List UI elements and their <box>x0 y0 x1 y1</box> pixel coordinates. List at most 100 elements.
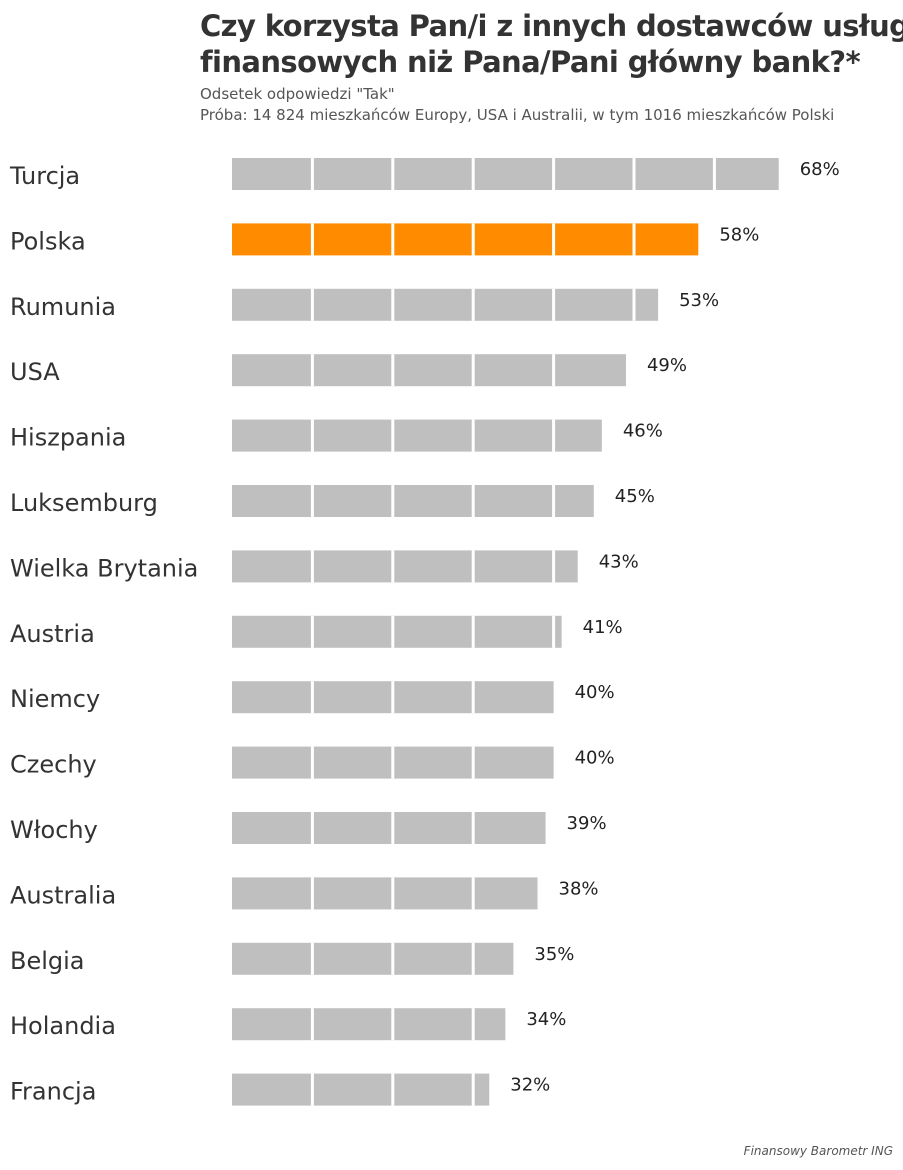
value-label: 45% <box>615 486 655 507</box>
bar-rect <box>232 1008 506 1041</box>
bar-segment-gap <box>471 1073 475 1106</box>
chart-title: Czy korzysta Pan/i z innych dostawców us… <box>200 8 903 80</box>
bar-segment-gap <box>552 550 556 583</box>
bar-segment-gap <box>391 1008 395 1041</box>
bar-segment-gap <box>552 354 556 387</box>
category-label: Rumunia <box>10 293 116 321</box>
category-label: Francja <box>10 1078 96 1106</box>
bar-segment-gap <box>391 942 395 975</box>
bar-13: Belgia 35% <box>10 942 574 975</box>
bar-3: Rumunia 53% <box>10 288 719 321</box>
category-label: Hiszpania <box>10 424 126 452</box>
bar-rect <box>232 615 562 648</box>
bar-14: Holandia 34% <box>10 1008 566 1041</box>
bar-segment-gap <box>471 681 475 714</box>
category-label: Turcja <box>9 162 80 190</box>
bar-15: Francja 32% <box>10 1073 550 1106</box>
bar-segment-gap <box>391 877 395 910</box>
bar-rect <box>232 812 546 844</box>
bar-segment-gap <box>310 877 314 910</box>
value-label: 53% <box>679 290 719 311</box>
bar-segment-gap <box>471 158 475 190</box>
bar-9: Niemcy 40% <box>10 681 615 714</box>
category-label: Australia <box>10 881 116 909</box>
bar-segment-gap <box>391 485 395 517</box>
bar-10: Czechy 40% <box>10 746 615 779</box>
bar-11: Włochy 39% <box>10 812 607 844</box>
bar-4: USA 49% <box>10 354 687 387</box>
bar-segment-gap <box>310 419 314 452</box>
value-label: 40% <box>575 682 615 703</box>
category-label: Austria <box>10 620 95 648</box>
bar-rect <box>232 158 779 190</box>
bar-segment-gap <box>552 615 556 648</box>
bar-segment-gap <box>391 288 395 321</box>
chart-subtitle-line-2: Próba: 14 824 mieszkańców Europy, USA i … <box>200 106 835 124</box>
category-label: Włochy <box>10 816 98 844</box>
bar-segment-gap <box>391 681 395 714</box>
bar-segment-gap <box>391 1073 395 1106</box>
category-label: Czechy <box>10 751 97 779</box>
bar-5: Hiszpania 46% <box>10 419 663 452</box>
bar-segment-gap <box>310 681 314 714</box>
bar-segment-gap <box>391 615 395 648</box>
source-note: Finansowy Barometr ING <box>743 1144 893 1158</box>
bar-segment-gap <box>471 288 475 321</box>
bar-rect <box>232 1073 490 1106</box>
category-label: Niemcy <box>10 685 100 713</box>
bar-segment-gap <box>310 158 314 190</box>
bar-segment-gap <box>391 158 395 190</box>
bar-rect <box>232 877 538 910</box>
bar-8: Austria 41% <box>10 615 623 648</box>
bar-segment-gap <box>471 1008 475 1041</box>
value-label: 58% <box>719 224 759 245</box>
chart-header: Czy korzysta Pan/i z innych dostawców us… <box>200 8 903 126</box>
bar-segment-gap <box>391 419 395 452</box>
value-label: 35% <box>534 944 574 965</box>
value-label: 32% <box>510 1075 550 1096</box>
bar-segment-gap <box>471 812 475 844</box>
bar-segment-gap <box>310 223 314 256</box>
chart-subtitle-line-1: Odsetek odpowiedzi "Tak" <box>200 85 395 103</box>
category-label: Belgia <box>10 947 85 975</box>
value-label: 46% <box>623 421 663 442</box>
bar-12: Australia 38% <box>10 877 599 910</box>
bar-segment-gap <box>310 746 314 779</box>
bar-rect <box>232 550 578 583</box>
bar-rect <box>232 942 514 975</box>
bar-2: Polska 58% <box>10 223 759 256</box>
category-label: Luksemburg <box>10 489 158 517</box>
bar-chart: Turcja 68% Polska 58% Rumunia 53% USA 49% Hiszpa… <box>9 158 840 1106</box>
bar-segment-gap <box>552 288 556 321</box>
value-label: 34% <box>526 1009 566 1030</box>
bar-segment-gap <box>391 812 395 844</box>
bar-7: Wielka Brytania 43% <box>10 550 639 583</box>
chart-subtitle: Odsetek odpowiedzi "Tak" Próba: 14 824 m… <box>200 84 903 126</box>
bar-segment-gap <box>310 550 314 583</box>
bar-segment-gap <box>471 746 475 779</box>
bar-rect <box>232 485 594 517</box>
bar-segment-gap <box>471 419 475 452</box>
bar-segment-gap <box>552 485 556 517</box>
bar-rect <box>232 223 699 256</box>
bar-segment-gap <box>310 288 314 321</box>
bar-segment-gap <box>632 223 636 256</box>
value-label: 68% <box>800 159 840 180</box>
value-label: 40% <box>575 748 615 769</box>
bar-segment-gap <box>310 942 314 975</box>
bar-segment-gap <box>391 746 395 779</box>
chart-title-line-1: Czy korzysta Pan/i z innych dostawców us… <box>200 9 903 43</box>
value-label: 43% <box>599 551 639 572</box>
bar-rect <box>232 354 626 387</box>
value-label: 38% <box>559 878 599 899</box>
bar-segment-gap <box>471 615 475 648</box>
bar-segment-gap <box>712 158 716 190</box>
value-label: 39% <box>567 813 607 834</box>
bar-segment-gap <box>552 419 556 452</box>
bar-segment-gap <box>632 158 636 190</box>
bar-segment-gap <box>552 158 556 190</box>
bar-segment-gap <box>471 223 475 256</box>
bar-segment-gap <box>310 485 314 517</box>
bar-segment-gap <box>471 877 475 910</box>
bar-segment-gap <box>471 550 475 583</box>
